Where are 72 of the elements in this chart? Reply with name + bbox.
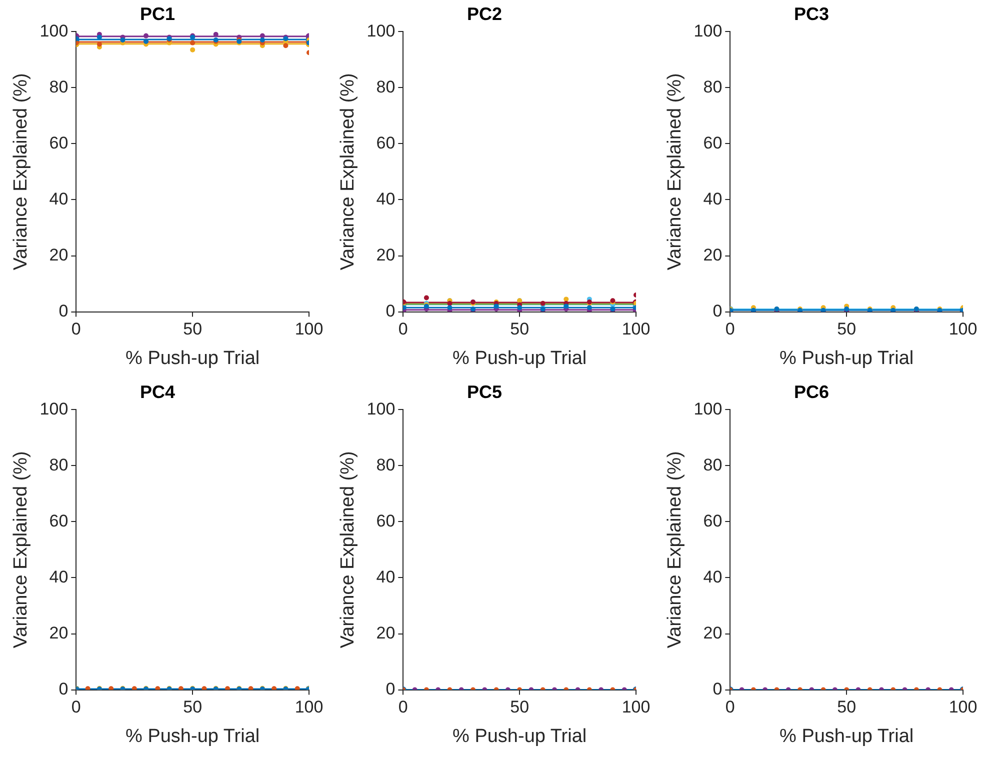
y-tick-label: 40 bbox=[49, 567, 68, 586]
y-tick-label: 80 bbox=[376, 77, 396, 96]
y-tick-label: 0 bbox=[58, 301, 68, 320]
y-tick-label: 20 bbox=[703, 623, 722, 642]
y-tick-label: 20 bbox=[376, 245, 396, 264]
y-tick-label: 60 bbox=[376, 133, 396, 152]
x-axis-title: % Push-up Trial bbox=[452, 726, 587, 747]
x-tick-label: 0 bbox=[398, 698, 408, 717]
chart-title: PC4 bbox=[140, 382, 176, 402]
x-axis-title: % Push-up Trial bbox=[780, 726, 914, 747]
x-axis-title: % Push-up Trial bbox=[126, 726, 260, 747]
x-tick-label: 50 bbox=[510, 320, 530, 339]
chart-title: PC5 bbox=[466, 382, 502, 402]
chart-title: PC3 bbox=[794, 4, 830, 24]
y-tick-label: 20 bbox=[376, 623, 396, 642]
x-axis-title: % Push-up Trial bbox=[780, 348, 914, 369]
x-tick-label: 0 bbox=[725, 698, 735, 717]
x-tick-label: 0 bbox=[71, 698, 81, 717]
y-tick-label: 60 bbox=[376, 511, 396, 530]
chart-title: PC2 bbox=[466, 4, 502, 24]
x-tick-label: 50 bbox=[837, 320, 856, 339]
y-tick-label: 0 bbox=[58, 679, 68, 698]
y-tick-label: 20 bbox=[703, 245, 722, 264]
y-tick-label: 100 bbox=[366, 21, 396, 40]
y-tick-label: 100 bbox=[366, 399, 396, 418]
y-tick-label: 80 bbox=[376, 455, 396, 474]
y-tick-label: 40 bbox=[376, 189, 396, 208]
x-axis-title: % Push-up Trial bbox=[452, 348, 587, 369]
x-tick-label: 0 bbox=[725, 320, 735, 339]
y-tick-label: 80 bbox=[49, 77, 68, 96]
x-tick-label: 0 bbox=[398, 320, 408, 339]
y-tick-label: 60 bbox=[49, 511, 68, 530]
y-tick-label: 20 bbox=[49, 245, 68, 264]
y-axis-title: Variance Explained (%) bbox=[664, 73, 686, 270]
y-axis-title: Variance Explained (%) bbox=[338, 73, 359, 270]
y-tick-label: 60 bbox=[703, 133, 722, 152]
y-tick-label: 40 bbox=[703, 567, 722, 586]
y-tick-label: 80 bbox=[703, 455, 722, 474]
x-tick-label: 50 bbox=[183, 320, 202, 339]
x-tick-label: 50 bbox=[837, 698, 856, 717]
y-axis-title: Variance Explained (%) bbox=[338, 451, 359, 648]
y-tick-label: 40 bbox=[376, 567, 396, 586]
x-tick-label: 50 bbox=[183, 698, 202, 717]
y-tick-label: 0 bbox=[712, 301, 722, 320]
x-tick-label: 100 bbox=[948, 320, 978, 339]
y-tick-label: 100 bbox=[694, 399, 722, 418]
y-tick-label: 80 bbox=[49, 455, 68, 474]
y-tick-label: 20 bbox=[49, 623, 68, 642]
x-tick-label: 100 bbox=[294, 320, 324, 339]
x-tick-label: 100 bbox=[948, 698, 978, 717]
y-tick-label: 100 bbox=[40, 21, 68, 40]
x-axis-title: % Push-up Trial bbox=[126, 348, 260, 369]
x-tick-label: 100 bbox=[622, 320, 650, 339]
y-tick-label: 0 bbox=[712, 679, 722, 698]
y-tick-label: 80 bbox=[703, 77, 722, 96]
chart-title: PC1 bbox=[140, 4, 176, 24]
y-tick-label: 60 bbox=[49, 133, 68, 152]
x-tick-label: 50 bbox=[510, 698, 530, 717]
x-tick-label: 100 bbox=[294, 698, 324, 717]
y-axis-title: Variance Explained (%) bbox=[664, 451, 686, 648]
y-tick-label: 0 bbox=[386, 679, 396, 698]
x-tick-label: 0 bbox=[71, 320, 81, 339]
x-tick-label: 100 bbox=[622, 698, 650, 717]
y-tick-label: 40 bbox=[49, 189, 68, 208]
y-tick-label: 100 bbox=[40, 399, 68, 418]
y-tick-label: 100 bbox=[694, 21, 722, 40]
chart-title: PC6 bbox=[794, 382, 830, 402]
y-tick-label: 0 bbox=[386, 301, 396, 320]
y-axis-title: Variance Explained (%) bbox=[10, 451, 32, 648]
y-tick-label: 60 bbox=[703, 511, 722, 530]
y-axis-title: Variance Explained (%) bbox=[10, 73, 32, 270]
y-tick-label: 40 bbox=[703, 189, 722, 208]
